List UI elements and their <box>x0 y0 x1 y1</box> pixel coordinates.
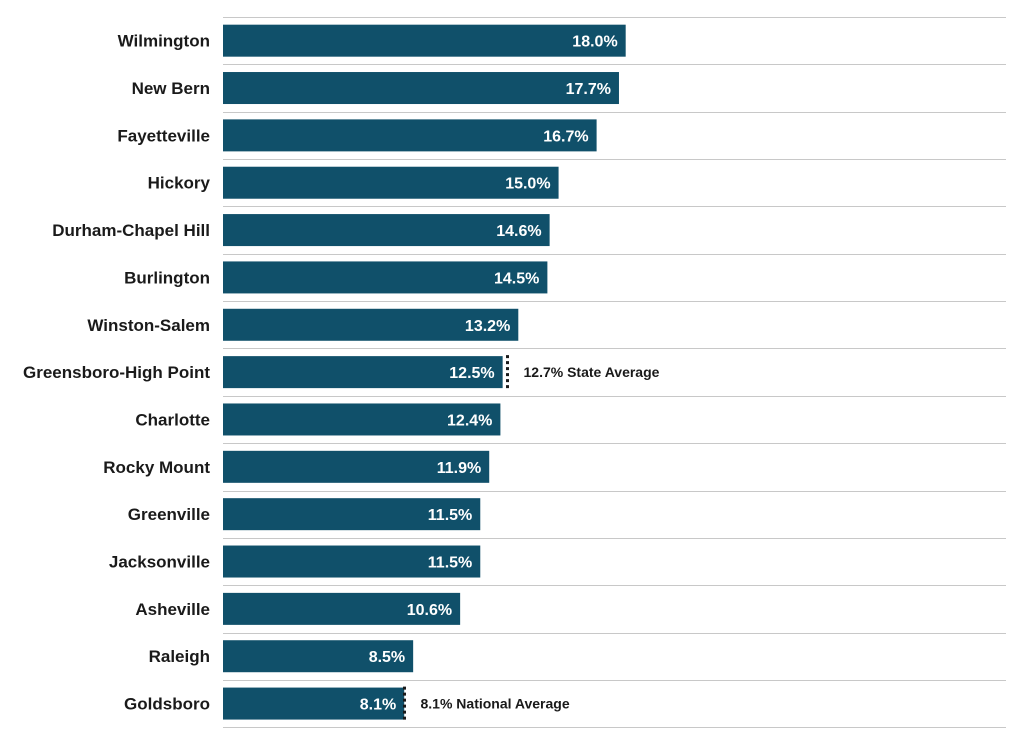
bar <box>223 545 481 578</box>
value-label: 11.5% <box>428 507 472 524</box>
bar <box>223 24 626 57</box>
category-label: Goldsboro <box>124 695 210 714</box>
value-label: 14.5% <box>494 270 539 287</box>
value-label: 12.4% <box>447 412 492 429</box>
value-label: 8.5% <box>369 649 405 666</box>
category-label: Fayetteville <box>117 126 210 145</box>
value-label: 16.7% <box>543 128 588 145</box>
reference-lines: 12.7% State Average 8.1% National Average <box>403 355 660 721</box>
value-label: 8.1% <box>360 697 396 714</box>
value-label: 18.0% <box>572 34 617 51</box>
bar <box>223 119 597 152</box>
value-label: 10.6% <box>407 602 452 619</box>
value-label: 14.6% <box>496 223 541 240</box>
bar <box>223 498 481 531</box>
category-label: Durham-Chapel Hill <box>52 221 210 240</box>
category-label: Jacksonville <box>109 553 210 572</box>
category-label: Charlotte <box>135 410 210 429</box>
category-label: Asheville <box>135 600 210 619</box>
category-label: Rocky Mount <box>103 458 210 477</box>
value-label: 11.9% <box>437 460 481 477</box>
category-label: Winston-Salem <box>87 316 210 335</box>
category-label: Wilmington <box>118 32 210 51</box>
row-separators <box>223 17 1006 728</box>
value-label: 11.5% <box>428 555 472 572</box>
bar <box>223 592 461 625</box>
bar <box>223 640 414 673</box>
category-label: Raleigh <box>149 647 210 666</box>
value-label: 13.2% <box>465 318 510 335</box>
bar <box>223 72 619 105</box>
value-label: 17.7% <box>566 81 611 98</box>
reference-line-label: 8.1% National Average <box>421 696 570 712</box>
bar <box>223 450 490 483</box>
category-label: Greensboro-High Point <box>23 363 210 382</box>
bar <box>223 166 559 199</box>
value-label: 12.5% <box>449 365 494 382</box>
bar <box>223 308 519 341</box>
reference-line-label: 12.7% State Average <box>524 364 660 380</box>
bars <box>223 24 626 720</box>
bar <box>223 214 550 247</box>
category-label: Hickory <box>148 174 211 193</box>
bar <box>223 356 503 389</box>
category-label: New Bern <box>132 79 210 98</box>
bar <box>223 687 405 720</box>
value-label: 15.0% <box>505 176 550 193</box>
bar <box>223 403 501 436</box>
category-label: Burlington <box>124 268 210 287</box>
value-labels: 18.0% 17.7% 16.7% 15.0% 14.6% 14.5% 13.2% 12.5%… <box>360 34 618 714</box>
category-label: Greenville <box>128 505 210 524</box>
bar <box>223 261 548 294</box>
category-labels: Wilmington New Bern Fayetteville Hickory Dur… <box>23 32 211 714</box>
